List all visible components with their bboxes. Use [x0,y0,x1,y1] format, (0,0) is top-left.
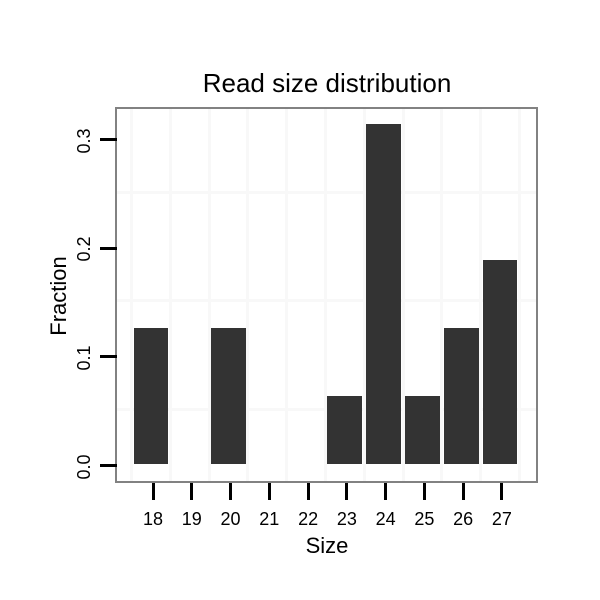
x-tick [151,483,155,500]
x-minor-gridline [323,109,327,481]
x-tick-label: 25 [414,509,435,529]
chart-title: Read size distribution [202,68,452,98]
x-tick [267,483,271,500]
y-minor-gridline [117,190,536,194]
x-tick [345,483,349,500]
bar [443,327,479,464]
x-tick-label: 20 [220,509,241,529]
x-tick-label: 18 [142,509,164,529]
y-tick-label: 0.0 [74,453,94,480]
x-minor-gridline [440,109,444,481]
x-tick-label: 22 [298,509,319,529]
y-tick [100,464,117,467]
bar [404,395,440,464]
x-minor-gridline [479,109,483,481]
y-minor-gridline [117,299,536,303]
x-minor-gridline [401,109,405,481]
y-tick-label: 0.3 [74,128,94,154]
x-tick-label: 23 [336,509,357,529]
x-minor-gridline [517,109,521,481]
y-tick-label: 0.1 [74,345,94,371]
y-axis-title: Fraction [46,256,71,336]
y-tick [100,355,117,359]
x-minor-gridline [285,109,289,481]
x-tick-label: 24 [375,509,396,529]
x-tick [306,483,310,500]
x-minor-gridline [130,109,134,481]
x-tick [422,483,426,500]
bar [482,259,518,464]
x-tick [384,483,388,500]
x-tick [229,483,233,500]
bar [211,327,246,464]
x-tick [500,483,504,500]
x-tick-label: 21 [259,509,280,529]
x-axis-title: Size [305,533,349,558]
x-minor-gridline [362,109,366,481]
x-minor-gridline [246,109,250,481]
plot-panel [115,107,538,483]
x-tick [190,483,194,500]
bar [366,124,402,464]
y-tick [100,138,117,142]
x-tick-label: 26 [453,509,474,529]
bar [327,395,363,464]
bar [133,327,169,464]
x-tick-label: 27 [491,509,512,529]
x-tick [461,483,465,500]
y-tick-label: 0.2 [74,236,94,262]
y-minor-gridline [117,407,536,411]
y-tick [100,246,117,250]
x-minor-gridline [207,109,211,481]
x-minor-gridline [168,109,172,481]
x-tick-label: 19 [181,509,202,529]
